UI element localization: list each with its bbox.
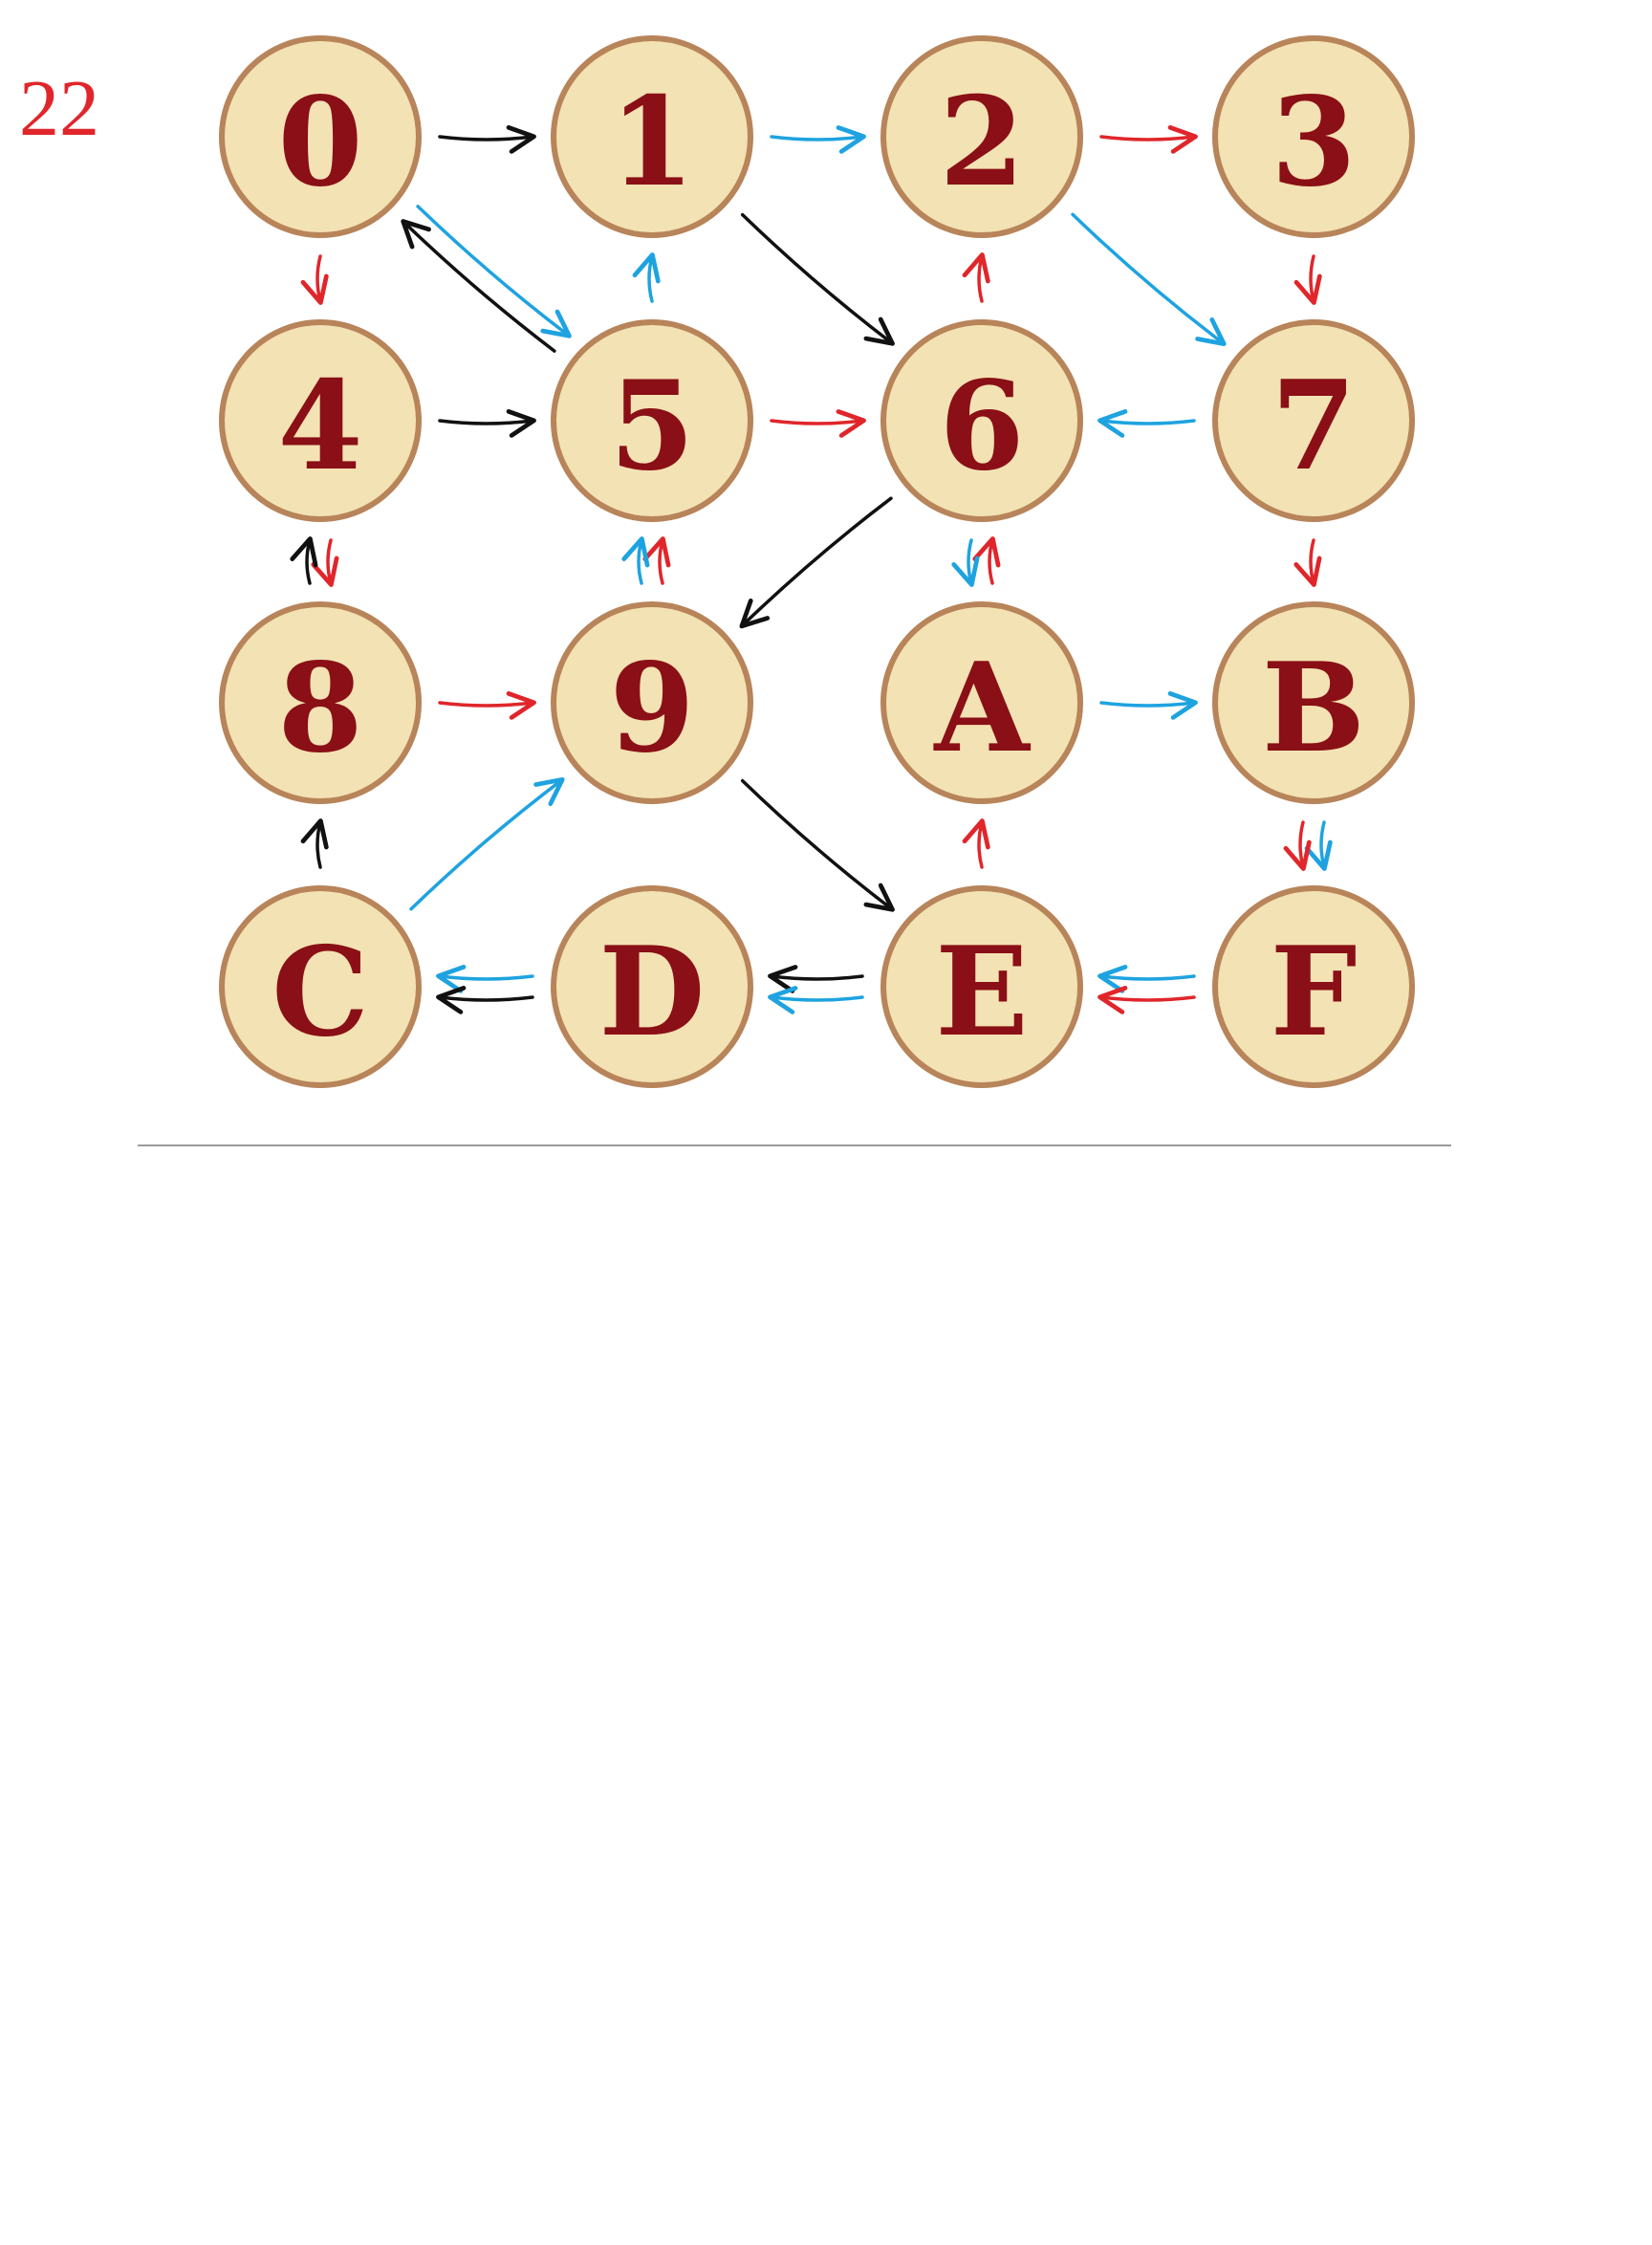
edge-F-to-E-red <box>1098 986 1196 1014</box>
edge-7-to-B-red <box>1293 538 1322 587</box>
node-C-disc <box>219 885 422 1088</box>
node-B-label: B <box>1262 637 1365 780</box>
node-A-label: A <box>933 637 1031 780</box>
edges-layer <box>290 125 1333 1014</box>
node-E-disc <box>880 885 1083 1088</box>
node-0-disc <box>219 35 422 238</box>
edge-E-to-D-black <box>768 965 864 993</box>
node-D-disc <box>551 885 753 1088</box>
node-F: F <box>1212 885 1415 1088</box>
edge-5-to-6-red <box>770 409 866 438</box>
node-F-label: F <box>1271 921 1358 1064</box>
node-7-label: 7 <box>1271 355 1356 498</box>
edge-5-to-1-blue <box>632 252 661 303</box>
node-A-disc <box>880 601 1083 804</box>
edge-6-to-9-black <box>739 496 893 629</box>
edge-6-to-2-red <box>962 252 990 303</box>
edge-0-to-1-black <box>438 125 536 154</box>
node-7-disc <box>1212 319 1415 522</box>
node-3: 3 <box>1212 35 1415 238</box>
node-4: 4 <box>219 319 422 522</box>
edge-A-to-B-blue <box>1099 691 1198 720</box>
edge-0-to-5-blue <box>416 205 572 338</box>
edge-8-to-4-black <box>290 536 318 585</box>
edge-4-to-8-red <box>311 538 339 587</box>
node-8: 8 <box>219 601 422 804</box>
node-C-label: C <box>272 921 369 1064</box>
node-B: B <box>1212 601 1415 804</box>
edge-2-to-3-red <box>1099 125 1198 154</box>
page-number: 22 <box>19 64 99 153</box>
edge-4-to-5-black <box>438 409 536 438</box>
edge-1-to-2-blue <box>770 125 866 154</box>
edge-F-to-E-blue <box>1098 965 1196 993</box>
horizontal-divider <box>138 1144 1451 1146</box>
state-graph-diagram: 0 1 2 3 4 5 6 7 8 9 A B C D E F <box>219 35 1415 1088</box>
edge-B-to-F-blue <box>1304 820 1333 871</box>
nodes-layer: 0 1 2 3 4 5 6 7 8 9 A B C D E F <box>219 35 1415 1088</box>
node-1: 1 <box>551 35 753 238</box>
node-0-label: 0 <box>277 71 362 214</box>
node-1-disc <box>551 35 753 238</box>
edge-D-to-C-black <box>436 986 534 1014</box>
node-4-label: 4 <box>277 355 362 498</box>
edge-2-to-7-blue <box>1071 212 1227 347</box>
node-7: 7 <box>1212 319 1415 522</box>
edge-D-to-C-blue <box>436 965 534 993</box>
edge-1-to-6-black <box>740 212 895 346</box>
node-3-label: 3 <box>1271 71 1356 214</box>
node-5: 5 <box>551 319 753 522</box>
node-8-disc <box>219 601 422 804</box>
edge-5-to-0-black <box>401 219 556 353</box>
node-1-label: 1 <box>609 71 694 214</box>
edge-C-to-9-blue <box>409 776 565 911</box>
node-F-disc <box>1212 885 1415 1088</box>
node-E-label: E <box>935 921 1029 1064</box>
node-9: 9 <box>551 601 753 804</box>
node-C: C <box>219 885 422 1088</box>
node-6-disc <box>880 319 1083 522</box>
node-6-label: 6 <box>939 355 1024 498</box>
node-3-disc <box>1212 35 1415 238</box>
edge-9-to-5-blue <box>621 536 650 585</box>
edge-7-to-6-blue <box>1098 409 1196 438</box>
edge-6-to-A-blue <box>951 538 980 587</box>
edge-A-to-6-red <box>972 536 1001 585</box>
node-9-label: 9 <box>609 637 694 780</box>
node-B-disc <box>1212 601 1415 804</box>
node-8-label: 8 <box>277 637 362 780</box>
node-2-disc <box>880 35 1083 238</box>
node-E: E <box>880 885 1083 1088</box>
edge-9-to-5-red <box>642 536 671 585</box>
edge-9-to-E-black <box>740 778 895 912</box>
node-A: A <box>880 601 1083 804</box>
node-5-disc <box>551 319 753 522</box>
edge-8-to-9-red <box>438 691 536 720</box>
node-0: 0 <box>219 35 422 238</box>
edge-E-to-A-red <box>962 818 990 869</box>
node-D: D <box>551 885 753 1088</box>
edge-3-to-7-red <box>1293 254 1322 305</box>
node-4-disc <box>219 319 422 522</box>
node-9-disc <box>551 601 753 804</box>
node-6: 6 <box>880 319 1083 522</box>
edge-0-to-4-red <box>300 254 329 305</box>
edge-E-to-D-blue <box>768 986 864 1014</box>
node-D-label: D <box>599 921 706 1064</box>
edge-C-to-8-black <box>300 818 329 869</box>
node-2-label: 2 <box>939 71 1024 214</box>
edge-B-to-F-red <box>1283 820 1312 871</box>
node-5-label: 5 <box>609 355 694 498</box>
node-2: 2 <box>880 35 1083 238</box>
